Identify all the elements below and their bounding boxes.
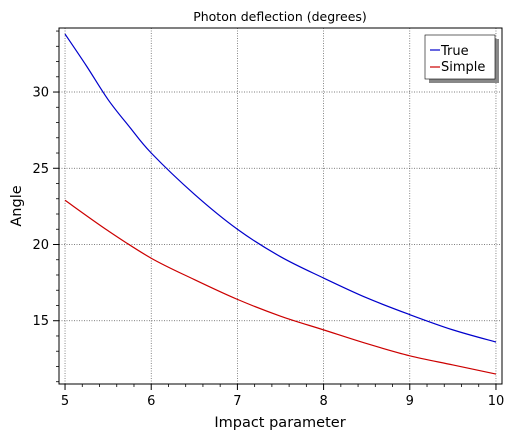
x-tick-label: 8 bbox=[319, 394, 327, 409]
series-line-true bbox=[64, 33, 497, 343]
grid bbox=[59, 28, 502, 384]
axis-ticks: 5 6 7 8 9 10 15 20 25 30 bbox=[32, 30, 505, 409]
x-tick-label: 10 bbox=[488, 394, 505, 409]
y-tick-label: 25 bbox=[32, 162, 49, 177]
series-line-simple bbox=[64, 199, 497, 375]
chart-title: Photon deflection (degrees) bbox=[193, 9, 367, 24]
x-tick-label: 9 bbox=[406, 394, 414, 409]
legend: True Simple bbox=[424, 34, 499, 83]
plot-frame bbox=[58, 27, 503, 385]
legend-label-simple: Simple bbox=[441, 60, 485, 75]
y-tick-label: 15 bbox=[32, 314, 49, 329]
x-axis-label: Impact parameter bbox=[214, 415, 345, 431]
y-tick-label: 20 bbox=[32, 238, 49, 253]
legend-box bbox=[424, 34, 496, 80]
series-lines bbox=[64, 33, 497, 375]
x-tick-label: 6 bbox=[147, 394, 155, 409]
y-axis-label: Angle bbox=[9, 185, 25, 226]
y-tick-label: 30 bbox=[32, 86, 49, 101]
legend-label-true: True bbox=[440, 44, 469, 59]
x-tick-label: 7 bbox=[233, 394, 241, 409]
x-tick-label: 5 bbox=[61, 394, 69, 409]
